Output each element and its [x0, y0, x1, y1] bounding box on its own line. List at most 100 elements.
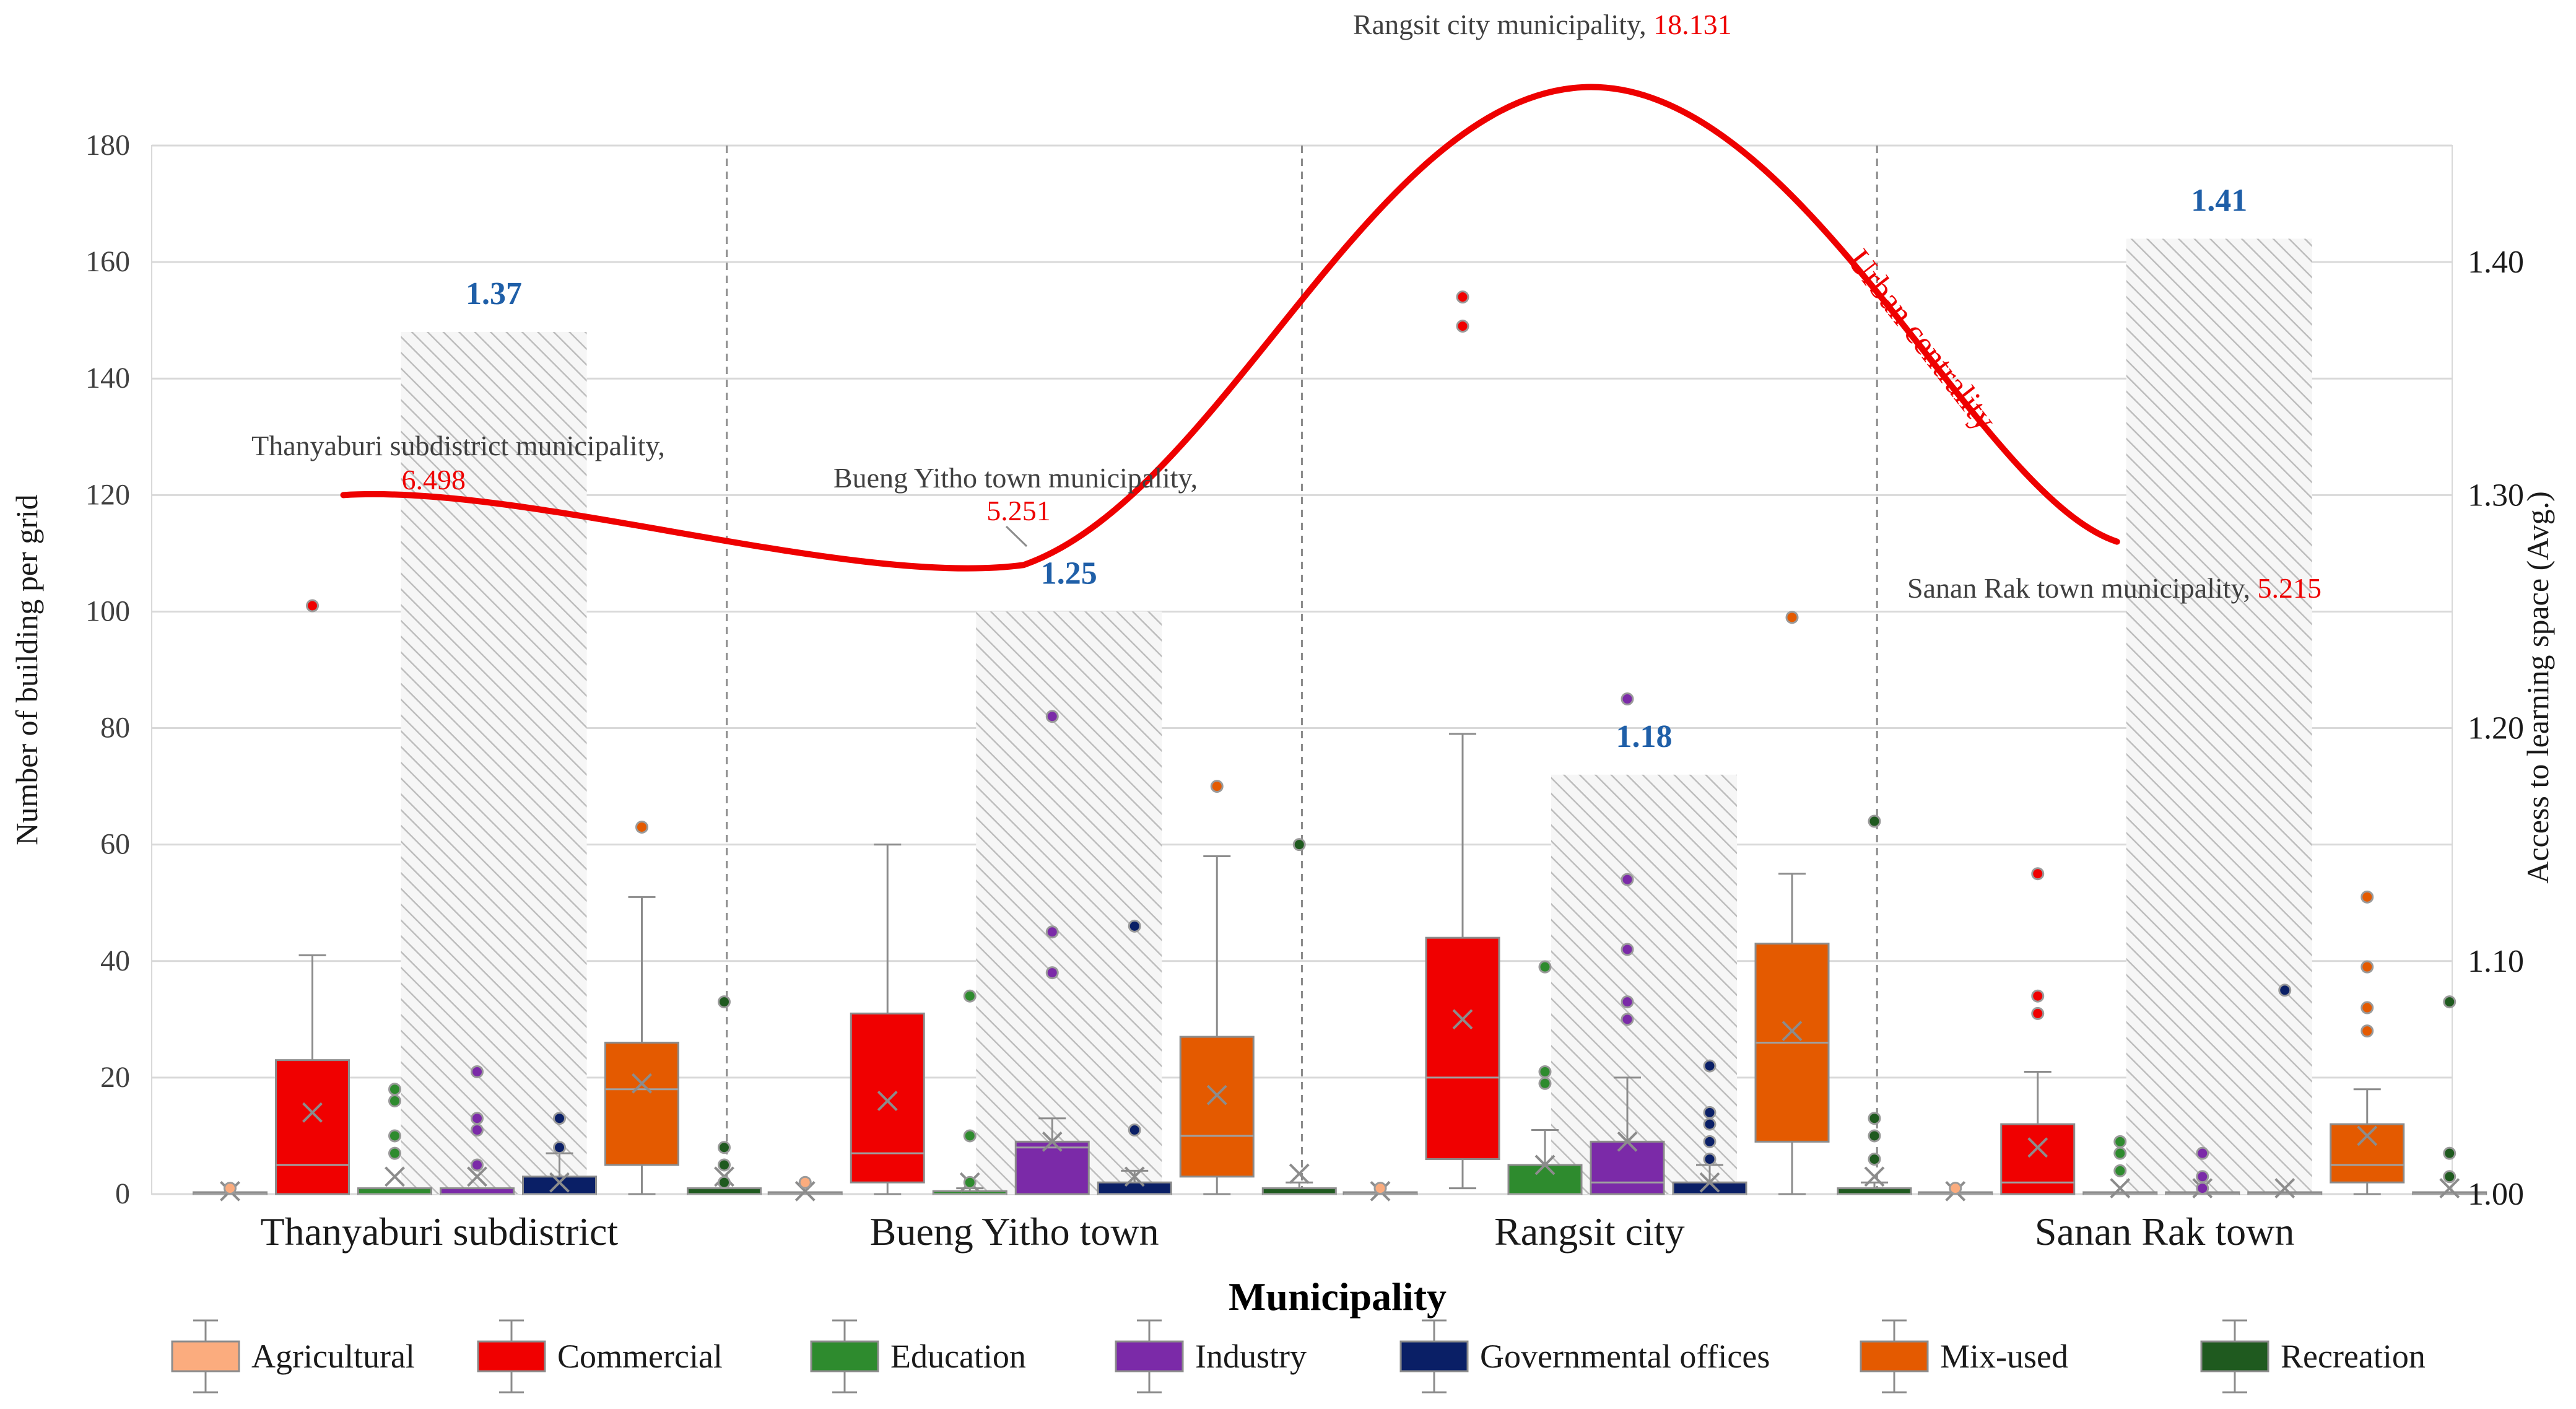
- outlier-point: [388, 1083, 401, 1096]
- x-axis-title: Municipality: [1229, 1275, 1447, 1319]
- box: [1014, 1140, 1090, 1195]
- y-right-tick-label: 1.00: [2468, 1177, 2524, 1212]
- box: [1590, 1140, 1665, 1195]
- outlier-point: [1045, 966, 1059, 980]
- outlier-point: [1538, 1076, 1552, 1090]
- centrality-annotation-name: Rangsit city municipality,: [1353, 9, 1653, 40]
- legend-swatch: [477, 1340, 546, 1372]
- outlier-point: [963, 989, 977, 1003]
- centrality-annotation: Rangsit city municipality, 18.131: [1353, 9, 1732, 40]
- learning-space-value-label: 1.25: [1041, 556, 1097, 591]
- learning-space-value-label: 1.41: [2191, 183, 2247, 218]
- mean-marker: [1206, 1084, 1227, 1106]
- legend-label: Agricultural: [251, 1338, 415, 1375]
- legend-swatch: [1399, 1340, 1469, 1372]
- legend-swatch: [810, 1340, 879, 1372]
- outlier-point: [2278, 984, 2292, 997]
- outlier-point: [388, 1129, 401, 1143]
- y-tick-label: 100: [85, 595, 130, 627]
- mean-marker: [549, 1172, 570, 1193]
- outlier-point: [1621, 995, 1634, 1009]
- x-category-label: Rangsit city: [1494, 1210, 1685, 1254]
- outlier-point: [2031, 989, 2045, 1003]
- outlier-point: [1868, 1153, 1881, 1166]
- y-axis-title: Number of building per grid: [9, 494, 44, 845]
- learning-space-bar: [401, 331, 587, 1194]
- centrality-annotation-value: 5.215: [2258, 572, 2322, 604]
- learning-space-bar: [976, 611, 1162, 1194]
- y-tick-label: 160: [85, 245, 130, 278]
- outlier-point: [1621, 1013, 1634, 1026]
- outlier-point: [2196, 1170, 2209, 1184]
- y-tick-label: 140: [85, 362, 130, 395]
- box: [1507, 1164, 1583, 1195]
- urban-centrality-line: [340, 84, 2120, 572]
- outlier-point: [2113, 1135, 2127, 1148]
- legend-swatch: [171, 1340, 240, 1372]
- y-tick-label: 0: [115, 1177, 130, 1210]
- outlier-point: [718, 1176, 731, 1189]
- y-tick-label: 180: [85, 129, 130, 162]
- outlier-point: [2196, 1146, 2209, 1160]
- x-category-label: Bueng Yitho town: [870, 1210, 1159, 1254]
- outlier-point: [1538, 960, 1552, 974]
- outlier-point: [2031, 867, 2045, 881]
- box: [2330, 1123, 2405, 1184]
- box: [1097, 1181, 1172, 1195]
- annotation-pointer: [1005, 525, 1028, 547]
- legend-label: Mix-used: [1940, 1338, 2068, 1375]
- outlier-point: [1456, 320, 1469, 333]
- outlier-point: [1703, 1153, 1717, 1166]
- outlier-point: [1868, 814, 1881, 828]
- outlier-point: [1128, 919, 1141, 933]
- centrality-annotation-name: Sanan Rak town municipality,: [1907, 572, 2258, 604]
- learning-space-bar: [2126, 238, 2312, 1194]
- mean-marker: [1124, 1166, 1145, 1187]
- outlier-point: [2361, 890, 2374, 904]
- outlier-point: [718, 1141, 731, 1154]
- outlier-point: [2361, 1001, 2374, 1014]
- outlier-point: [1128, 1123, 1141, 1137]
- centrality-annotation-value: 6.498: [402, 464, 466, 495]
- x-category-label: Sanan Rak town: [2035, 1210, 2295, 1254]
- outlier-point: [1045, 925, 1059, 939]
- box: [850, 1012, 925, 1184]
- y-right-tick-label: 1.20: [2468, 711, 2524, 746]
- outlier-point: [963, 1129, 977, 1143]
- outlier-point: [798, 1176, 812, 1189]
- legend-label: Governmental offices: [1480, 1338, 1770, 1375]
- outlier-point: [1456, 290, 1469, 304]
- outlier-point: [1785, 611, 1799, 624]
- outlier-point: [553, 1112, 566, 1125]
- mean-marker: [1782, 1021, 1803, 1042]
- outlier-point: [1703, 1135, 1717, 1148]
- box: [1425, 936, 1500, 1161]
- mean-marker: [1452, 1009, 1473, 1030]
- mean-marker: [1617, 1131, 1638, 1152]
- outlier-point: [471, 1158, 484, 1172]
- box: [604, 1041, 679, 1166]
- learning-space-bars: [401, 238, 2312, 1194]
- y-tick-label: 40: [100, 944, 130, 977]
- outlier-point: [2113, 1164, 2127, 1177]
- legend-swatch: [2200, 1340, 2269, 1372]
- outlier-point: [2113, 1146, 2127, 1160]
- mean-marker: [1289, 1163, 1310, 1184]
- learning-space-bar: [1551, 774, 1737, 1194]
- outlier-point: [1949, 1182, 1962, 1195]
- learning-space-value-label: 1.37: [466, 276, 522, 312]
- mean-marker: [2357, 1125, 2378, 1146]
- mean-marker: [2027, 1137, 2048, 1158]
- y-right-tick-label: 1.10: [2468, 944, 2524, 979]
- outlier-point: [2031, 1006, 2045, 1020]
- outlier-point: [1703, 1059, 1717, 1073]
- mean-marker: [1042, 1131, 1063, 1152]
- urban-centrality-label: Urban centrality: [1840, 243, 2004, 438]
- outlier-point: [2196, 1182, 2209, 1195]
- outlier-point: [2361, 1024, 2374, 1038]
- outlier-point: [2443, 1170, 2456, 1184]
- outlier-point: [718, 1158, 731, 1172]
- mean-marker: [794, 1180, 816, 1202]
- y-tick-label: 20: [100, 1061, 130, 1094]
